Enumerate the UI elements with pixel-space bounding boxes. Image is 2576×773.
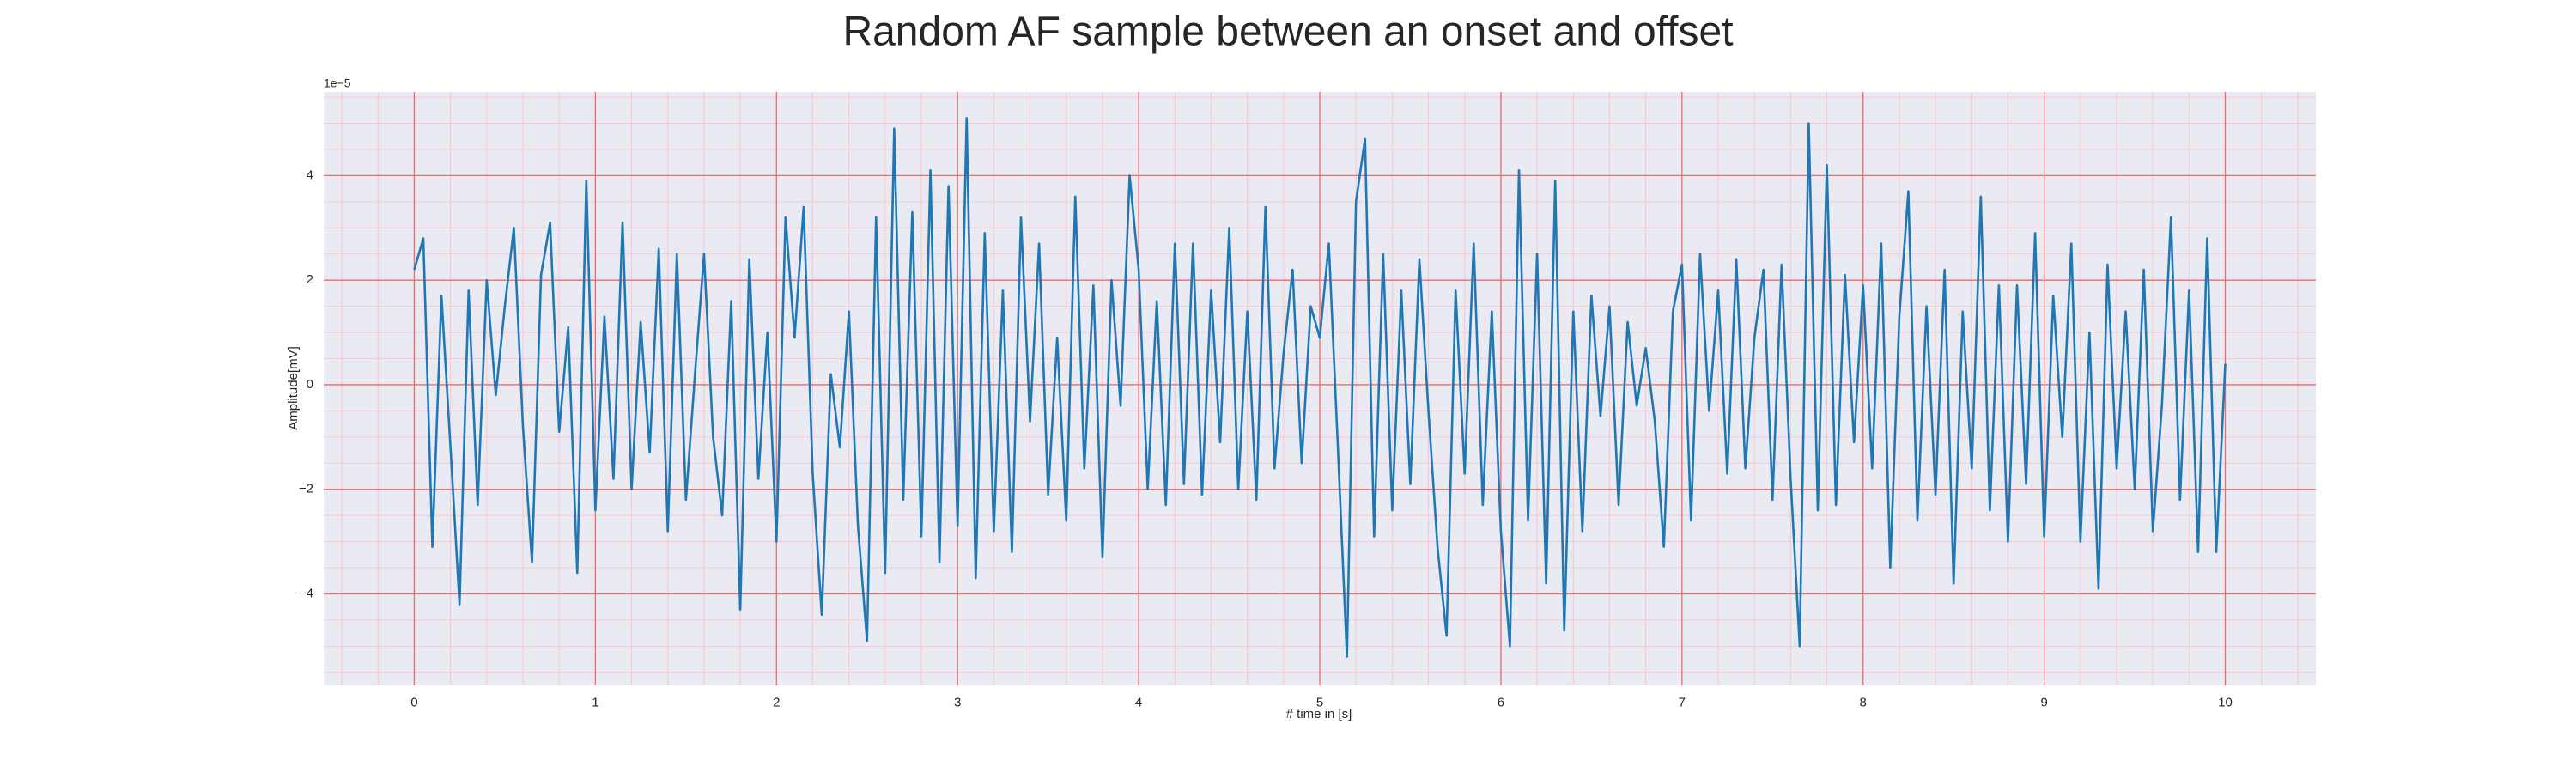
y-offset-label: 1e−5 — [324, 76, 351, 90]
x-tick-label: 2 — [773, 695, 780, 709]
x-tick-label: 5 — [1316, 695, 1323, 709]
x-tick-label: 0 — [410, 695, 417, 709]
x-tick-label: 4 — [1135, 695, 1142, 709]
x-tick-label: 1 — [592, 695, 598, 709]
x-tick-label: 10 — [2218, 695, 2233, 709]
y-axis-label: Amplitude[mV] — [286, 346, 301, 430]
y-tick-label: 4 — [307, 167, 313, 182]
x-tick-label: 8 — [1860, 695, 1867, 709]
x-tick-label: 9 — [2040, 695, 2047, 709]
x-tick-label: 7 — [1679, 695, 1686, 709]
chart-title: Random AF sample between an onset and of… — [842, 9, 1733, 55]
data-line — [413, 117, 2227, 658]
y-tick-label: 0 — [307, 377, 313, 392]
x-axis-label: # time in [s] — [1286, 707, 1352, 721]
x-tick-label: 3 — [954, 695, 961, 709]
x-tick-label: 6 — [1498, 695, 1504, 709]
y-tick-label: −4 — [299, 586, 313, 600]
y-tick-label: −2 — [299, 482, 313, 496]
y-tick-label: 2 — [307, 272, 313, 287]
